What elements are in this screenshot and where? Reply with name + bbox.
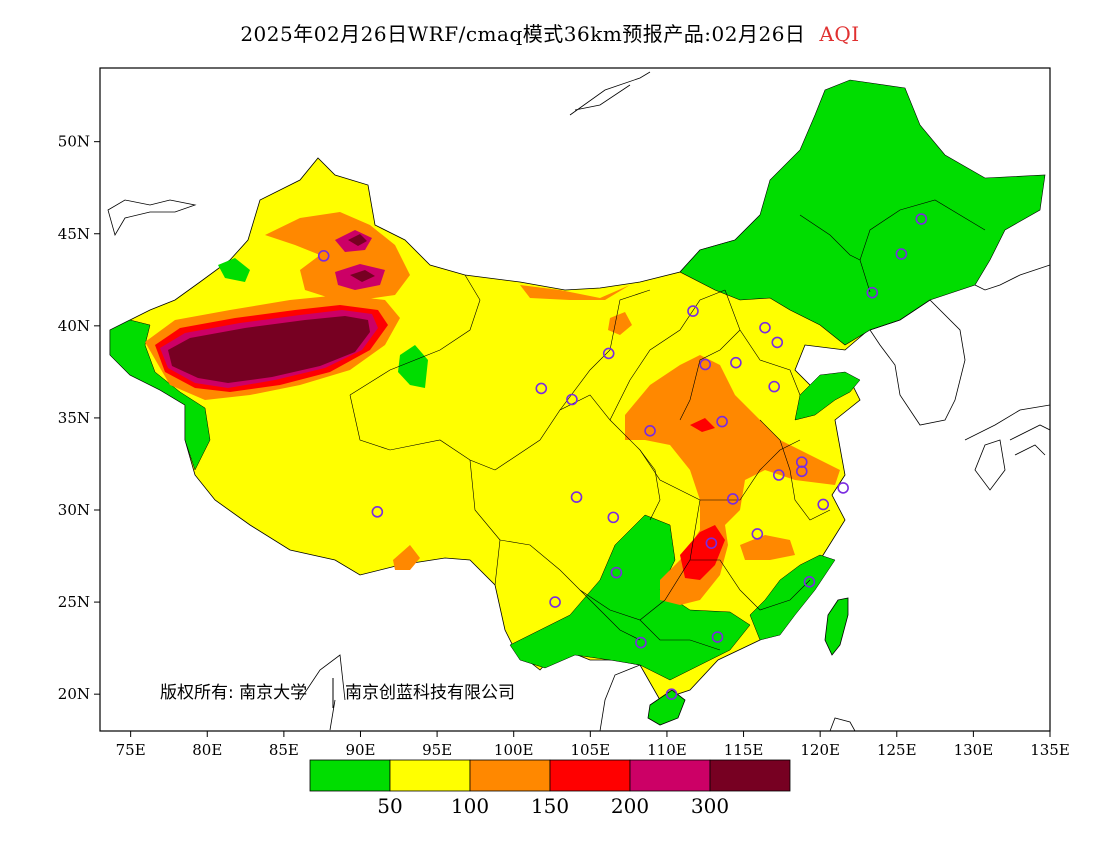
station-marker <box>759 321 771 334</box>
station-marker <box>687 305 699 317</box>
balkhash-outline <box>107 199 197 237</box>
station-marker <box>795 456 808 468</box>
station-marker <box>607 511 620 524</box>
x-tick-label: 120E <box>800 741 840 759</box>
aqi-zone-green-qinghai <box>398 345 428 388</box>
hainan <box>647 689 686 726</box>
station-marker <box>635 636 647 649</box>
station-marker <box>610 566 623 579</box>
station-marker <box>566 393 578 406</box>
x-tick-label: 100E <box>494 741 534 759</box>
station-marker <box>570 491 583 503</box>
colorbar-label: 200 <box>611 794 649 818</box>
sakhalin-outline <box>569 71 651 116</box>
x-tick-label: 95E <box>422 741 452 759</box>
y-tick-label: 30N <box>58 501 90 519</box>
aqi-zone-maroon-urumqi <box>348 234 367 246</box>
station-marker <box>727 493 739 505</box>
aqi-zone-green-xinjiang-north <box>218 258 250 282</box>
station-marker <box>371 506 384 518</box>
colorbar-segment <box>389 759 471 792</box>
colorbar-segment <box>309 759 391 792</box>
station-marker <box>549 596 561 608</box>
x-tick-label: 125E <box>877 741 917 759</box>
copyright-text-2: 南京创蓝科技有限公司 <box>345 683 515 703</box>
x-tick-label: 115E <box>724 741 764 759</box>
station-marker <box>768 380 780 393</box>
station-marker <box>837 482 849 494</box>
colorbar-segment <box>469 759 551 792</box>
station-marker <box>535 382 548 395</box>
aqi-zone-green-shandong <box>794 371 861 421</box>
colorbar-label: 300 <box>691 794 729 818</box>
station-marker <box>699 358 712 371</box>
station-marker <box>915 213 928 225</box>
colorbar-label: 150 <box>531 794 569 818</box>
aqi-zone-orange-inner-mongolia <box>520 285 630 300</box>
station-marker <box>751 528 764 540</box>
aqi-zone-maroon-turpan <box>350 270 375 282</box>
colorbar-label: 100 <box>451 794 489 818</box>
x-tick-label: 105E <box>571 741 611 759</box>
aqi-zone-green-northeast <box>679 79 1046 346</box>
x-tick-label: 75E <box>116 741 146 759</box>
x-tick-label: 130E <box>954 741 994 759</box>
station-marker <box>716 415 728 428</box>
station-marker <box>730 356 742 369</box>
aqi-zone-maroon-tarim <box>168 316 370 383</box>
colorbar-segment <box>629 759 711 792</box>
aqi-zone-orange-jiangxi <box>740 535 795 560</box>
taiwan <box>824 597 849 656</box>
station-marker <box>771 336 784 349</box>
station-marker <box>772 469 785 481</box>
aqi-zone-orange-tibet <box>393 545 420 570</box>
y-tick-label: 20N <box>58 685 90 703</box>
x-tick-label: 80E <box>192 741 222 759</box>
y-axis: 20N 25N 30N 35N 40N 45N 50N <box>58 133 100 703</box>
x-axis: 75E 80E 85E 90E 95E 100E 105E 110E 115E 120E 125E 1… <box>116 731 1070 759</box>
copyright-text: 版权所有: 南京大学 <box>160 683 307 703</box>
vietnam-coast <box>599 664 641 731</box>
y-tick-label: 25N <box>58 593 90 611</box>
y-tick-label: 45N <box>58 225 90 243</box>
province-boundaries <box>349 199 986 651</box>
station-marker <box>895 248 908 260</box>
station-marker <box>665 688 678 700</box>
station-marker <box>803 576 816 588</box>
aqi-zone-green-west <box>109 319 211 471</box>
colorbar-label: 50 <box>377 794 402 818</box>
station-marker <box>317 250 330 262</box>
station-marker <box>711 631 724 643</box>
station-marker <box>644 425 656 437</box>
monitoring-stations <box>317 213 928 700</box>
aqi-zone-green-south <box>509 514 751 681</box>
station-marker <box>602 347 615 360</box>
bay-of-bengal-coast <box>299 654 346 731</box>
station-marker <box>866 286 879 299</box>
station-marker <box>817 498 830 511</box>
aqi-zone-orange-central <box>625 355 840 605</box>
plot-frame <box>99 67 1051 732</box>
x-tick-label: 135E <box>1030 741 1070 759</box>
y-tick-label: 50N <box>58 133 90 151</box>
map-title: 2025年02月26日WRF/cmaq模式36km预报产品:02月26日 AQI <box>0 18 1100 47</box>
map-title-text: 2025年02月26日WRF/cmaq模式36km预报产品:02月26日 <box>240 22 806 46</box>
variable-label: AQI <box>819 22 860 46</box>
station-marker <box>705 537 718 549</box>
colorbar-segment <box>549 759 631 792</box>
colorbar-segment <box>709 759 791 792</box>
y-tick-label: 35N <box>58 409 90 427</box>
colorbar: 50 100 150 200 300 <box>309 759 791 818</box>
philippines-coast <box>829 717 856 731</box>
aqi-zone-red-central <box>690 418 715 432</box>
japan-outline <box>964 404 1050 491</box>
x-tick-label: 110E <box>647 741 687 759</box>
russia-coast-outline <box>974 264 1050 291</box>
map-layers <box>107 71 1050 731</box>
x-tick-label: 85E <box>269 741 299 759</box>
korea-outline <box>869 299 966 426</box>
x-tick-label: 90E <box>345 741 375 759</box>
y-tick-label: 40N <box>58 317 90 335</box>
